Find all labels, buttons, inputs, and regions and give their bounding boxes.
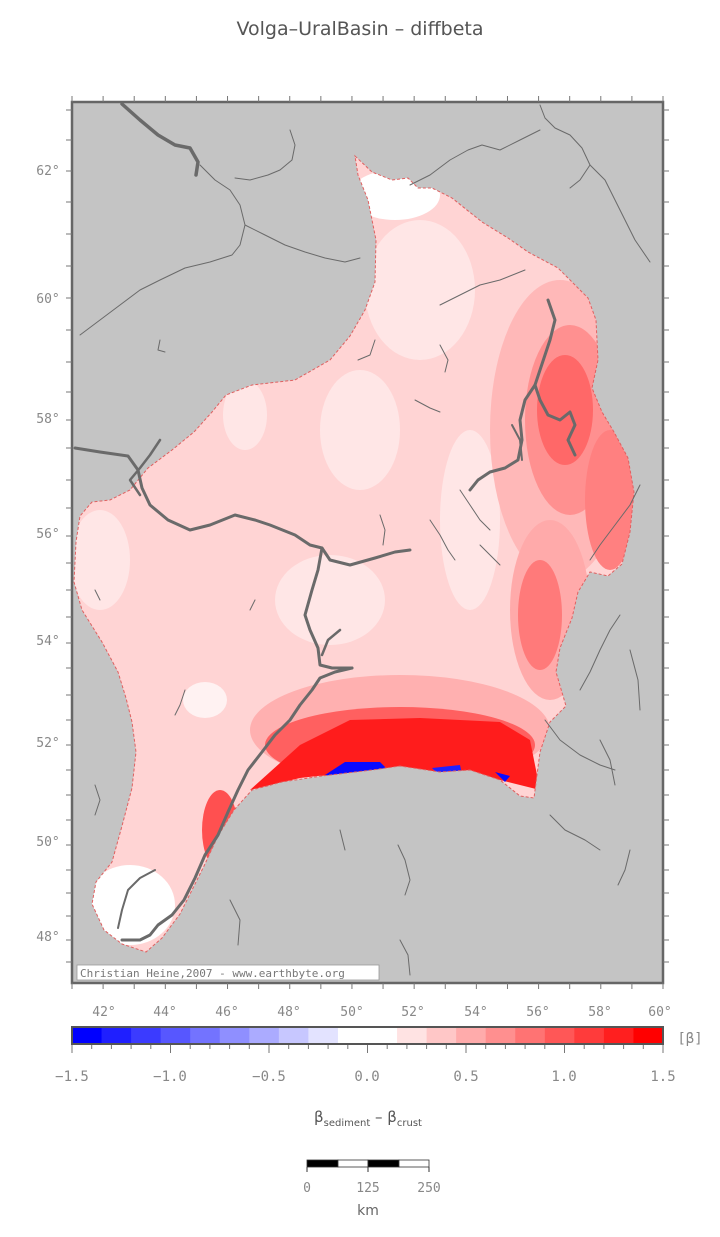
colorbar-tick-label: 1.0 [551, 1069, 576, 1085]
colorbar-tick-label: 0.5 [453, 1069, 478, 1085]
latitude-labels: 62° 60° 58° 56° 54° 52° 50° 48° [36, 164, 59, 945]
colorbar-cell [515, 1027, 546, 1044]
longitude-labels: 42° 44° 46° 48° 50° 52° 54° 56° 58° 60° [92, 1005, 671, 1020]
colorbar-tick-label: 0.0 [354, 1069, 379, 1085]
colorbar-tick-labels: −1.5 −1.0 −0.5 0.0 0.5 1.0 1.5 [55, 1069, 676, 1085]
scale-label: 0 [303, 1181, 311, 1196]
colorbar-tick-label: −1.5 [55, 1069, 89, 1085]
colorbar-cell [544, 1027, 575, 1044]
rivers [73, 102, 651, 976]
lon-label: 44° [153, 1005, 176, 1020]
colorbar-cell [131, 1027, 162, 1044]
lat-label: 52° [36, 736, 59, 751]
colorbar-cell [633, 1027, 664, 1044]
lat-label: 50° [36, 835, 59, 850]
colorbar-cell [574, 1027, 605, 1044]
map-title: Volga–UralBasin – diffbeta [236, 18, 484, 40]
colorbar-cell [249, 1027, 280, 1044]
lat-label: 56° [36, 527, 59, 542]
scale-unit: km [357, 1203, 379, 1219]
colorbar-cell [426, 1027, 457, 1044]
lat-label: 62° [36, 164, 59, 179]
basin-outline [73, 154, 635, 953]
colorbar-cell [308, 1027, 339, 1044]
colorbar-title: βsediment – βcrust [314, 1108, 422, 1129]
lat-label: 48° [36, 930, 59, 945]
lon-label: 58° [588, 1005, 611, 1020]
lat-label: 58° [36, 412, 59, 427]
scale-bar: 0 125 250 km [303, 1159, 441, 1219]
lon-label: 50° [340, 1005, 363, 1020]
scale-label: 250 [417, 1181, 440, 1196]
colorbar-cell [397, 1027, 428, 1044]
colorbar-cell [278, 1027, 309, 1044]
lon-label: 52° [401, 1005, 424, 1020]
colorbar-cell [101, 1027, 132, 1044]
colorbar-cell [160, 1027, 191, 1044]
colorbar-unit: [β] [677, 1031, 702, 1047]
lon-label: 42° [92, 1005, 115, 1020]
scale-label: 125 [356, 1181, 379, 1196]
colorbar-cell [485, 1027, 516, 1044]
colorbar [72, 1027, 664, 1044]
colorbar-cell [367, 1027, 398, 1044]
colorbar-cell [456, 1027, 487, 1044]
frame-ticks [66, 96, 669, 989]
lon-label: 48° [277, 1005, 300, 1020]
colorbar-cell [72, 1027, 103, 1044]
lon-label: 60° [648, 1005, 671, 1020]
credit-text: Christian Heine,2007 - www.earthbyte.org [80, 967, 345, 980]
colorbar-cell [219, 1027, 250, 1044]
colorbar-tick-label: −0.5 [252, 1069, 286, 1085]
colorbar-tick-label: 1.5 [650, 1069, 675, 1085]
colorbar-frame [71, 1026, 664, 1045]
lon-label: 56° [526, 1005, 549, 1020]
lon-label: 54° [464, 1005, 487, 1020]
colorbar-tick-label: −1.0 [153, 1069, 187, 1085]
lon-label: 46° [215, 1005, 238, 1020]
colorbar-cell [337, 1027, 368, 1044]
lat-label: 54° [36, 634, 59, 649]
colorbar-cell [190, 1027, 221, 1044]
lat-label: 60° [36, 292, 59, 307]
map-frame [70, 100, 665, 985]
credit-box [76, 964, 380, 981]
colorbar-cell [603, 1027, 634, 1044]
